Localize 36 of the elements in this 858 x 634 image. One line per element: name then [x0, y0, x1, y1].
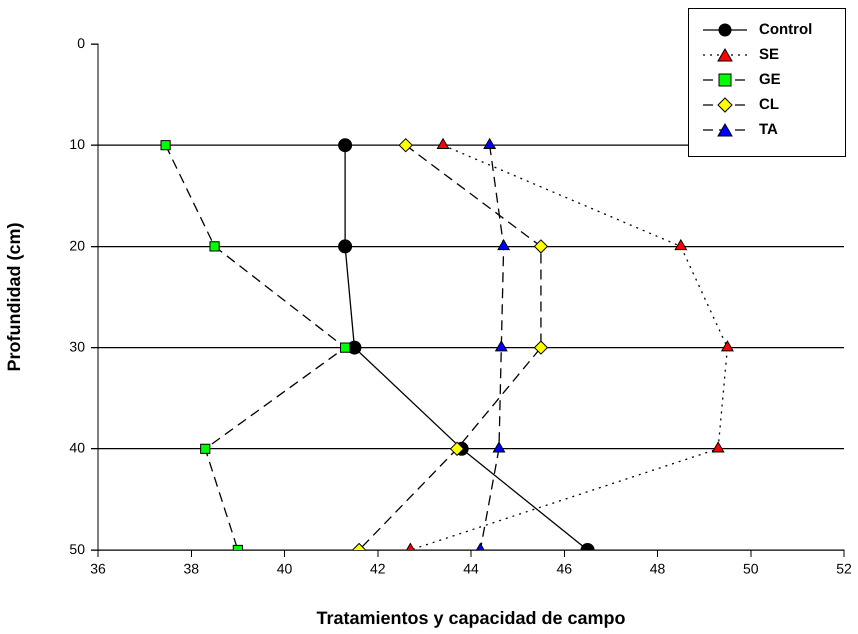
- x-tick-label: 38: [183, 560, 200, 576]
- point: [674, 239, 687, 250]
- x-tick-label: 48: [650, 560, 666, 576]
- x-tick-label: 42: [370, 560, 386, 576]
- point: [721, 340, 734, 352]
- x-tick-label: 52: [836, 560, 852, 576]
- point: [398, 138, 413, 152]
- x-tick-label: 40: [276, 560, 292, 576]
- legend-label: GE: [759, 71, 781, 88]
- x-tick-label: 44: [463, 560, 479, 576]
- y-axis-title: Profundidad (cm): [4, 222, 24, 372]
- y-tick-label: 0: [77, 34, 86, 51]
- legend-label: Control: [759, 21, 812, 38]
- point: [338, 239, 352, 254]
- legend-label: SE: [759, 46, 780, 63]
- y-tick-label: 10: [69, 136, 86, 152]
- legend-label: CL: [759, 96, 779, 113]
- point: [495, 340, 508, 352]
- point: [160, 140, 171, 150]
- point: [712, 442, 724, 453]
- legend-label: TA: [759, 121, 778, 138]
- point: [492, 442, 506, 453]
- point: [498, 239, 510, 250]
- point: [534, 340, 548, 355]
- point: [338, 138, 352, 152]
- y-tick-label: 40: [69, 440, 86, 456]
- x-tick-label: 36: [90, 560, 106, 576]
- y-tick-label: 50: [69, 540, 86, 557]
- x-tick-label: 50: [742, 560, 759, 576]
- point: [209, 241, 220, 252]
- point: [534, 239, 548, 254]
- y-tick-label: 30: [69, 338, 86, 354]
- point: [340, 342, 350, 353]
- y-tick-label: 20: [69, 237, 86, 254]
- x-tick-label: 46: [556, 560, 572, 576]
- x-axis-title: Tratamientos y capacidad de campo: [316, 608, 626, 628]
